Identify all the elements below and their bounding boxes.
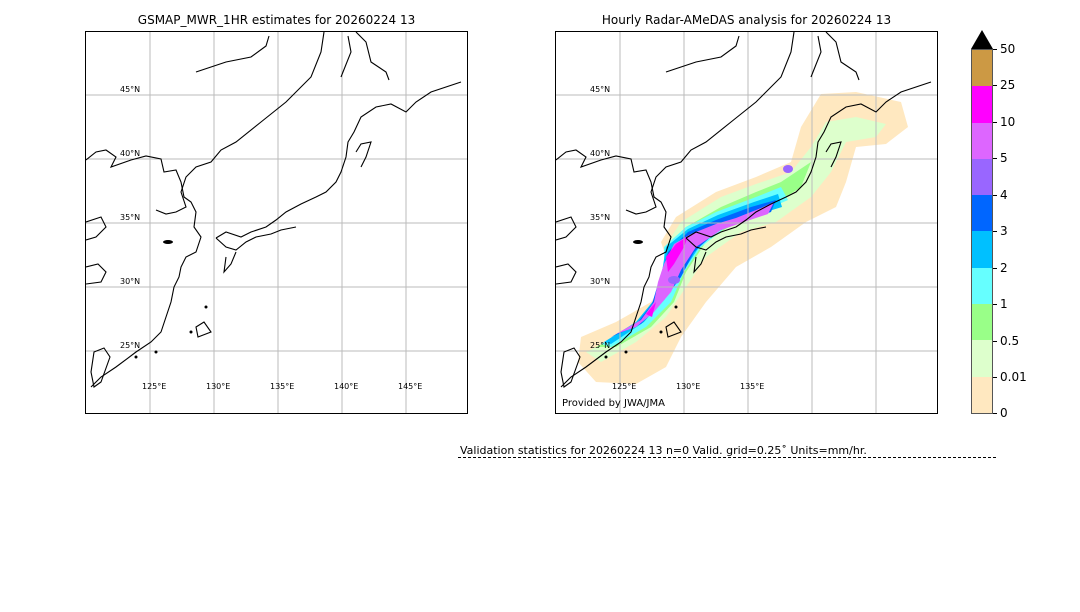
- colorbar-tick: [993, 304, 997, 305]
- lon-label-135: 135°E: [740, 382, 765, 391]
- lon-label-130: 130°E: [676, 382, 701, 391]
- colorbar-tick: [993, 122, 997, 123]
- right-map-title: Hourly Radar-AMeDAS analysis for 2026022…: [601, 13, 892, 27]
- colorbar-label: 5: [1000, 151, 1008, 165]
- precipitation-map-icon: [556, 32, 937, 413]
- colorbar-seg-2-3: [972, 231, 992, 268]
- colorbar-label: 25: [1000, 78, 1016, 92]
- colorbar-tick: [993, 341, 997, 342]
- lon-label-145: 145°E: [398, 382, 423, 391]
- lat-label-45: 45°N: [120, 85, 141, 94]
- colorbar-seg-0-0.01: [972, 376, 992, 413]
- colorbar-tick: [993, 413, 997, 414]
- coastline-map-icon: [86, 32, 467, 413]
- validation-divider: [458, 457, 996, 458]
- colorbar-tick: [993, 231, 997, 232]
- validation-statistics: Validation statistics for 20260224 13 n=…: [460, 444, 867, 457]
- lat-label-30: 30°N: [120, 277, 141, 286]
- colorbar-label: 10: [1000, 115, 1016, 129]
- colorbar-seg-0.01-0.5: [972, 340, 992, 377]
- left-map-title: GSMAP_MWR_1HR estimates for 20260224 13: [137, 13, 416, 27]
- lat-label-40: 40°N: [120, 149, 141, 158]
- colorbar-label: 0: [1000, 406, 1008, 420]
- colorbar-seg-0.5-1: [972, 304, 992, 341]
- colorbar-label: 1: [1000, 297, 1008, 311]
- colorbar-label: 0.5: [1000, 334, 1020, 348]
- colorbar-tick: [993, 85, 997, 86]
- colorbar-tick: [993, 268, 997, 269]
- lat-label-25: 25°N: [590, 341, 611, 350]
- lon-label-130: 130°E: [206, 382, 231, 391]
- colorbar-tick: [993, 158, 997, 159]
- data-credit: Provided by JWA/JMA: [562, 398, 665, 409]
- lon-label-125: 125°E: [612, 382, 637, 391]
- colorbar-seg-4-5: [972, 158, 992, 196]
- colorbar-label: 0.01: [1000, 370, 1027, 384]
- lat-label-45: 45°N: [590, 85, 611, 94]
- gsmap-map: 45°N 40°N 35°N 30°N 25°N 125°E 130°E 135…: [85, 31, 468, 414]
- colorbar-label: 50: [1000, 42, 1016, 56]
- colorbar-seg-10-25: [972, 86, 992, 123]
- colorbar-seg-1-2: [972, 267, 992, 305]
- colorbar-label: 2: [1000, 261, 1008, 275]
- colorbar-extend-arrow-icon: [971, 30, 993, 49]
- colorbar-seg-3-4: [972, 195, 992, 232]
- colorbar-seg-25-50: [972, 50, 992, 87]
- lat-label-35: 35°N: [590, 213, 611, 222]
- colorbar-label: 3: [1000, 224, 1008, 238]
- lat-label-25: 25°N: [120, 341, 141, 350]
- colorbar-seg-5-10: [972, 122, 992, 159]
- lon-label-135: 135°E: [270, 382, 295, 391]
- lat-label-40: 40°N: [590, 149, 611, 158]
- lat-label-30: 30°N: [590, 277, 611, 286]
- lon-label-125: 125°E: [142, 382, 167, 391]
- lon-label-140: 140°E: [334, 382, 359, 391]
- colorbar: [971, 49, 993, 414]
- colorbar-tick: [993, 49, 997, 50]
- colorbar-label: 4: [1000, 188, 1008, 202]
- colorbar-tick: [993, 195, 997, 196]
- lat-label-35: 35°N: [120, 213, 141, 222]
- radar-amedas-map: 45°N 40°N 35°N 30°N 25°N 125°E 130°E 135…: [555, 31, 938, 414]
- colorbar-tick: [993, 377, 997, 378]
